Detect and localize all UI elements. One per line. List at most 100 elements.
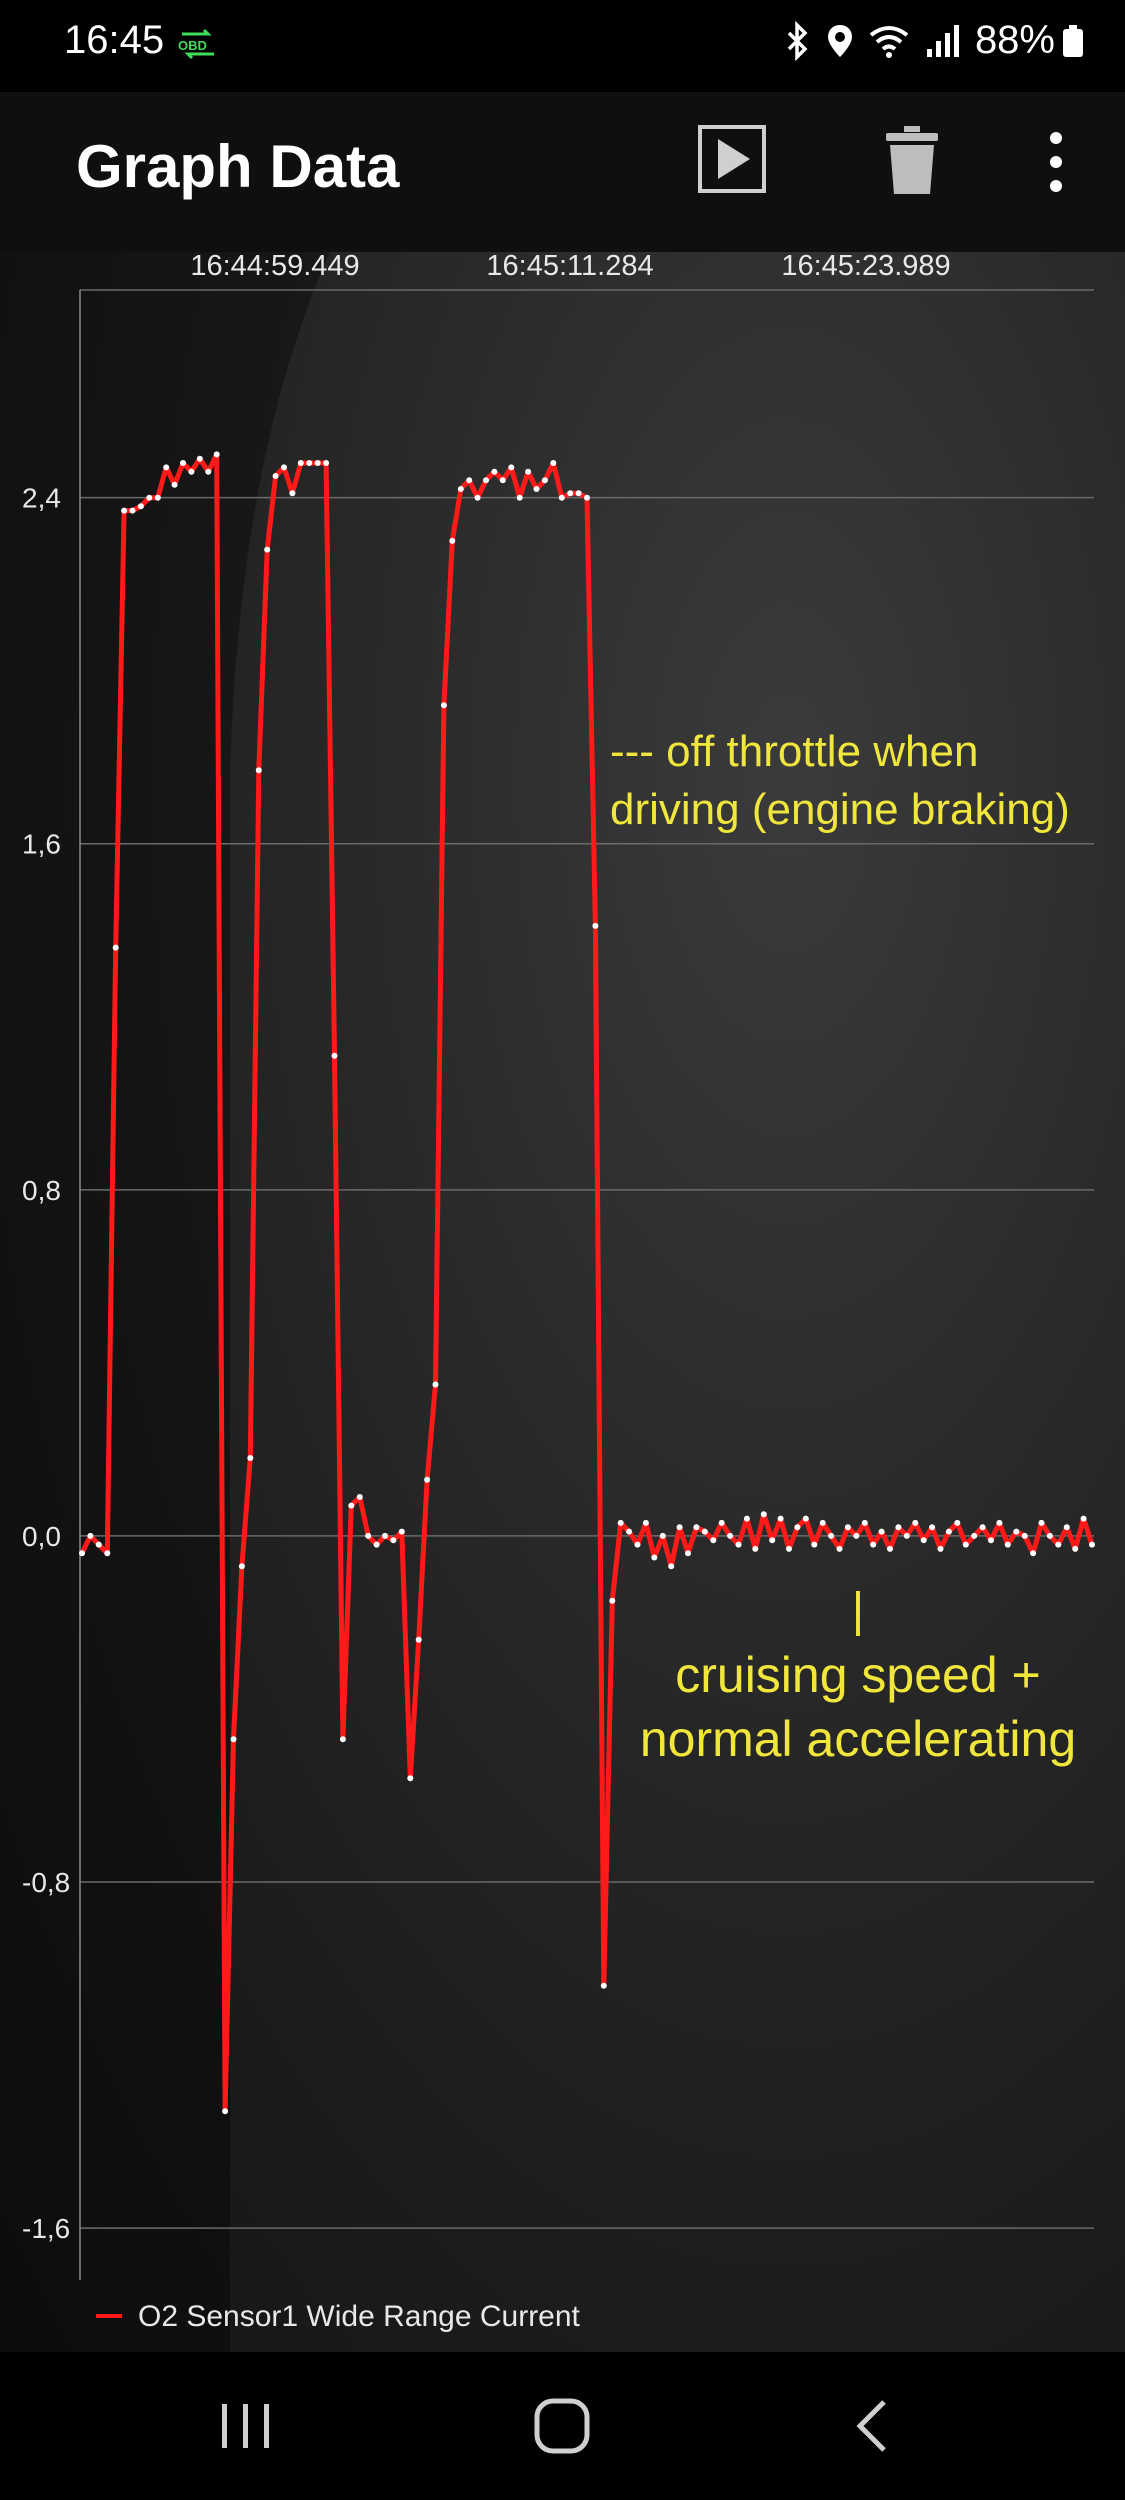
more-vert-icon[interactable] (1044, 130, 1068, 194)
data-point (828, 1532, 835, 1539)
data-point (836, 1545, 843, 1552)
chart-area: 16:44:59.449 16:45:11.284 16:45:23.989 2,4… (0, 250, 1125, 2352)
series-line (79, 451, 1095, 2114)
data-point (264, 546, 271, 553)
data-point (962, 1541, 969, 1548)
data-point (188, 468, 195, 475)
data-point (996, 1519, 1003, 1526)
obd-notification-icon: OBD (178, 28, 218, 60)
home-icon[interactable] (532, 2396, 592, 2456)
recent-apps-icon[interactable] (216, 2400, 276, 2452)
data-point (104, 1550, 111, 1557)
x-tick-label: 16:45:11.284 (486, 252, 653, 282)
data-point (238, 1563, 245, 1570)
data-point (988, 1537, 994, 1544)
data-point (466, 477, 473, 484)
data-point (676, 1524, 683, 1531)
data-point (920, 1537, 927, 1544)
data-point (121, 507, 128, 514)
data-point (171, 481, 178, 488)
navigation-bar (0, 2352, 1125, 2500)
data-point (146, 494, 153, 501)
data-point (609, 1597, 616, 1604)
data-point (634, 1541, 641, 1548)
data-point (567, 490, 574, 497)
annotation-line-5: normal accelerating (640, 1711, 1076, 1767)
data-point (331, 1052, 338, 1059)
data-point (743, 1515, 750, 1522)
app-bar: Graph Data (0, 92, 1125, 252)
data-point (1089, 1541, 1095, 1548)
y-tick-label: 1,6 (22, 829, 61, 860)
data-point (516, 494, 523, 501)
data-point (777, 1515, 784, 1522)
data-point (1013, 1528, 1020, 1535)
data-point (811, 1541, 818, 1548)
data-point (272, 473, 279, 479)
data-point (508, 464, 515, 471)
data-point (533, 486, 540, 492)
data-point (575, 490, 582, 497)
y-tick-label: -1,6 (22, 2213, 70, 2244)
data-point (819, 1519, 826, 1526)
status-time: 16:45 (64, 18, 165, 62)
data-point (222, 2108, 229, 2115)
data-point (213, 451, 220, 458)
wifi-icon (869, 25, 909, 58)
data-point (710, 1537, 717, 1544)
data-point (1046, 1532, 1053, 1539)
data-point (592, 922, 599, 929)
y-tick-label: 2,4 (22, 483, 61, 514)
data-point (1038, 1519, 1045, 1526)
data-point (945, 1528, 952, 1535)
data-point (685, 1550, 691, 1557)
y-tick-label: 0,0 (22, 1521, 61, 1552)
data-point (255, 767, 262, 774)
data-point (483, 477, 489, 484)
data-point (137, 503, 144, 510)
location-icon (827, 24, 852, 57)
signal-icon (926, 24, 959, 57)
status-bar: 16:45 OBD 88% (0, 0, 1125, 92)
data-point (735, 1541, 742, 1548)
data-point (474, 494, 481, 501)
data-point (541, 477, 548, 484)
data-point (794, 1524, 801, 1531)
data-point (1072, 1545, 1079, 1552)
play-icon[interactable] (698, 125, 766, 193)
data-point (617, 1519, 624, 1526)
trash-icon[interactable] (884, 124, 940, 196)
data-point (853, 1532, 860, 1539)
chart[interactable]: 16:44:59.449 16:45:11.284 16:45:23.989 2,4… (0, 250, 1125, 2352)
data-point (887, 1545, 893, 1552)
y-tick-label: 0,8 (22, 1175, 61, 1206)
data-point (415, 1636, 422, 1643)
data-point (499, 477, 506, 484)
data-point (1080, 1515, 1087, 1522)
data-point (878, 1528, 885, 1535)
data-point (281, 464, 287, 471)
data-point (701, 1528, 708, 1535)
data-point (903, 1532, 910, 1539)
x-tick-label: 16:45:23.989 (781, 252, 950, 282)
data-point (912, 1519, 919, 1526)
data-point (373, 1541, 380, 1548)
data-point (365, 1532, 372, 1539)
data-point (440, 702, 447, 709)
data-point (752, 1545, 759, 1552)
data-point (297, 460, 304, 466)
data-point (971, 1532, 978, 1539)
data-point (205, 468, 212, 475)
data-point (196, 455, 203, 462)
data-point (180, 460, 186, 466)
annotation-line-3: | (852, 1584, 864, 1637)
data-point (314, 460, 321, 466)
annotation-line-1: --- off throttle when (610, 727, 978, 776)
annotation-line-2: driving (engine braking) (610, 785, 1070, 834)
data-point (154, 494, 161, 501)
data-point (1030, 1550, 1037, 1557)
back-icon[interactable] (852, 2398, 892, 2454)
data-point (1063, 1524, 1070, 1531)
data-point (87, 1532, 94, 1539)
data-point (979, 1524, 986, 1531)
